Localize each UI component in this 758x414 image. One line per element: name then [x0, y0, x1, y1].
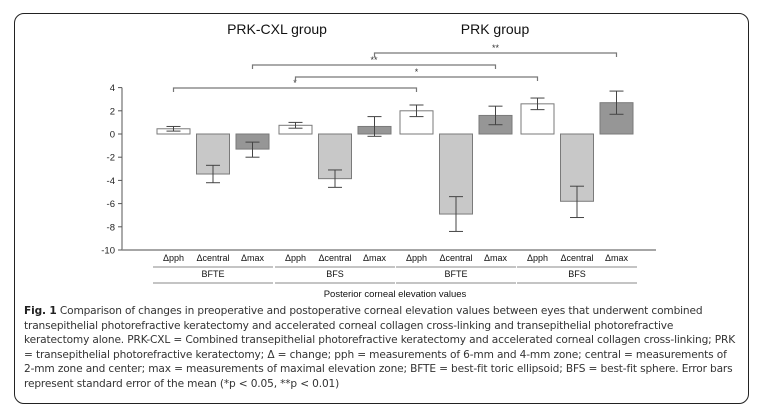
x-category-label: Δpph	[527, 253, 548, 263]
figure-frame	[14, 13, 749, 404]
x-category-label: Δcentral	[318, 253, 351, 263]
caption-text: Comparison of changes in preoperative an…	[24, 305, 736, 390]
x-category-label: Δpph	[285, 253, 306, 263]
significance-bracket	[172, 87, 418, 92]
x-category-label: Δpph	[406, 253, 427, 263]
x-category-label: Δmax	[484, 253, 508, 263]
group-title: PRK-CXL group	[227, 21, 327, 37]
significance-label: **	[370, 55, 378, 65]
y-tick-label: -6	[107, 199, 115, 210]
significance-bracket	[251, 64, 497, 69]
y-tick-label: 2	[110, 106, 115, 117]
x-axis-title: Posterior corneal elevation values	[324, 289, 467, 300]
caption-label: Fig. 1	[24, 305, 57, 317]
group-title: PRK group	[461, 21, 530, 37]
significance-bracket	[294, 76, 539, 81]
y-tick-label: -4	[107, 176, 115, 187]
y-tick-label: -2	[107, 153, 115, 164]
x-category-label: Δmax	[241, 253, 265, 263]
bar-chart: 4 2 0 -2 -4 -6 -8 -10 Δpph Δcentral Δmax Δpph Δcentr…	[101, 21, 656, 300]
x-category-label: Δcentral	[439, 253, 472, 263]
y-tick-label: 0	[110, 130, 115, 141]
x-category-label: Δcentral	[560, 253, 593, 263]
figure-caption: Fig. 1 Comparison of changes in preopera…	[24, 304, 740, 392]
y-tick-label: -10	[101, 246, 115, 257]
subgroup-label: BFS	[326, 269, 344, 279]
significance-bracket	[373, 52, 618, 57]
significance-label: *	[293, 78, 297, 88]
subgroup-label: BFS	[568, 269, 586, 279]
y-tick-label: -8	[107, 222, 115, 233]
significance-label: *	[415, 67, 419, 77]
significance-label: **	[492, 43, 500, 53]
x-category-label: Δcentral	[196, 253, 229, 263]
subgroup-label: BFTE	[201, 269, 224, 279]
x-category-label: Δpph	[163, 253, 184, 263]
y-tick-label: 4	[110, 83, 115, 94]
x-category-label: Δmax	[605, 253, 629, 263]
subgroup-label: BFTE	[444, 269, 467, 279]
x-category-label: Δmax	[363, 253, 387, 263]
